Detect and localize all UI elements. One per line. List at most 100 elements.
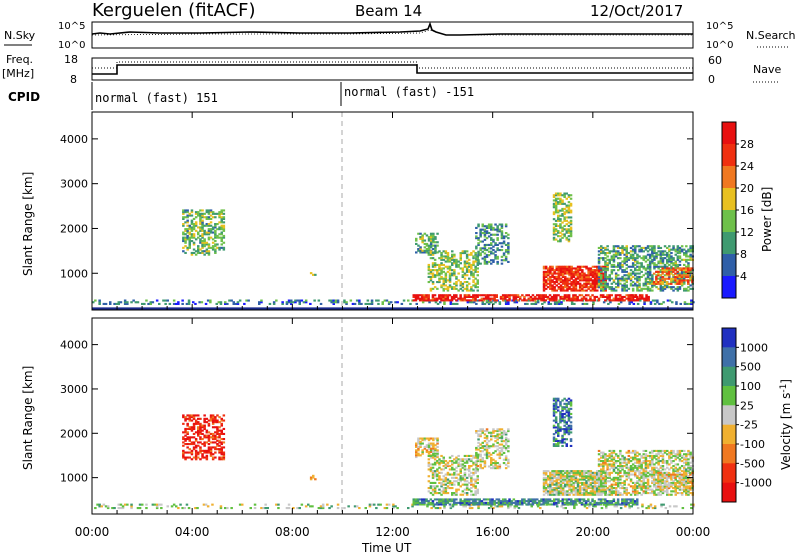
data-cell <box>674 253 677 256</box>
data-cell <box>638 255 641 258</box>
data-cell <box>516 295 520 298</box>
data-cell <box>629 501 633 504</box>
data-cell <box>468 488 471 491</box>
data-cell <box>472 289 475 292</box>
data-cell <box>500 443 504 446</box>
data-cell <box>438 475 441 478</box>
data-cell <box>453 297 456 300</box>
data-cell <box>573 302 576 305</box>
data-cell <box>653 302 657 305</box>
data-cell <box>604 463 607 466</box>
data-cell <box>651 250 654 253</box>
data-cell <box>373 503 376 506</box>
data-cell <box>591 286 595 289</box>
data-cell <box>621 245 624 248</box>
data-cell <box>457 289 460 292</box>
data-cell <box>596 270 599 273</box>
data-cell <box>646 274 650 277</box>
data-cell <box>678 248 682 251</box>
data-cell <box>438 279 441 282</box>
data-cell <box>119 507 123 510</box>
data-cell <box>542 297 545 300</box>
data-cell <box>627 274 631 277</box>
data-cell <box>602 460 605 463</box>
data-cell <box>459 460 462 463</box>
data-cell <box>597 478 601 481</box>
data-cell <box>205 224 209 227</box>
data-cell <box>485 446 489 449</box>
data-cell <box>559 418 562 421</box>
data-cell <box>487 226 491 229</box>
data-cell <box>690 301 693 304</box>
data-cell <box>572 282 575 285</box>
data-cell <box>427 442 431 445</box>
data-cell <box>418 498 422 501</box>
data-cell <box>187 299 191 302</box>
data-cell <box>498 465 502 468</box>
data-cell <box>182 444 185 447</box>
data-cell <box>377 299 380 302</box>
data-cell <box>604 503 607 506</box>
data-cell <box>494 462 497 465</box>
data-cell <box>659 287 663 290</box>
data-cell <box>459 282 462 285</box>
data-cell <box>368 302 372 305</box>
data-cell <box>309 476 313 479</box>
data-cell <box>490 431 493 434</box>
data-cell <box>490 233 493 236</box>
data-cell <box>587 275 590 278</box>
data-cell <box>463 500 467 503</box>
data-cell <box>678 277 682 280</box>
data-cell <box>417 244 420 247</box>
data-cell <box>467 501 471 504</box>
data-cell <box>644 279 648 282</box>
data-cell <box>512 294 516 297</box>
data-cell <box>453 498 456 501</box>
data-cell <box>625 488 628 491</box>
data-cell <box>218 236 221 239</box>
data-cell <box>470 267 473 270</box>
data-cell <box>472 485 475 488</box>
data-cell <box>634 493 637 496</box>
data-cell <box>438 297 441 300</box>
data-cell <box>636 507 640 510</box>
data-cell <box>608 277 611 280</box>
data-cell <box>574 473 578 476</box>
data-cell <box>665 267 669 270</box>
data-cell <box>587 485 590 488</box>
data-cell <box>298 299 301 302</box>
data-cell <box>642 258 645 261</box>
data-cell <box>591 282 595 285</box>
data-cell <box>627 297 630 300</box>
data-cell <box>552 412 556 415</box>
data-cell <box>549 481 552 484</box>
data-cell <box>552 419 556 422</box>
data-cell <box>661 252 665 255</box>
data-cell <box>465 281 469 284</box>
data-cell <box>619 295 622 298</box>
data-cell <box>578 287 582 290</box>
data-cell <box>416 295 420 298</box>
data-cell <box>597 275 601 278</box>
data-cell <box>565 297 569 300</box>
data-cell <box>659 253 663 256</box>
data-cell <box>565 299 569 302</box>
data-cell <box>642 265 645 268</box>
data-cell <box>220 432 223 435</box>
data-cell <box>385 507 389 510</box>
data-cell <box>494 467 497 470</box>
data-cell <box>423 503 426 506</box>
data-cell <box>448 265 452 268</box>
data-cell <box>608 454 611 457</box>
data-cell <box>222 212 226 215</box>
data-cell <box>214 243 217 246</box>
data-cell <box>604 475 607 478</box>
data-cell <box>655 255 658 258</box>
data-cell <box>555 275 558 278</box>
data-cell <box>496 435 499 438</box>
data-cell <box>385 503 389 506</box>
data-cell <box>214 212 217 215</box>
data-cell <box>557 423 560 426</box>
data-cell <box>211 422 215 425</box>
data-cell <box>496 453 499 456</box>
